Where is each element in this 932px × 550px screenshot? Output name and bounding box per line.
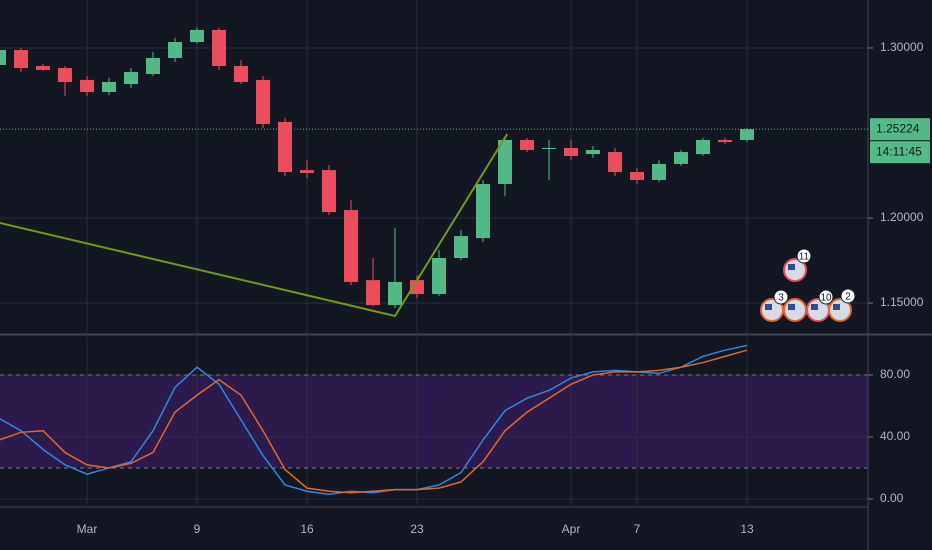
y-tick-label: 0.00 bbox=[880, 491, 904, 505]
y-tick-label: 1.30000 bbox=[880, 40, 924, 54]
candle-body bbox=[322, 170, 337, 213]
candle-body bbox=[124, 71, 139, 85]
x-tick-label: 23 bbox=[410, 522, 424, 536]
candle-body bbox=[564, 147, 579, 156]
candle-body bbox=[146, 57, 161, 74]
candle-body bbox=[234, 65, 249, 82]
candle-body bbox=[718, 139, 733, 143]
candle-body bbox=[432, 257, 447, 295]
candle-body bbox=[388, 281, 403, 306]
y-tick-label: 1.20000 bbox=[880, 210, 924, 224]
y-tick-label: 80.00 bbox=[880, 367, 910, 381]
countdown-box bbox=[870, 141, 930, 164]
candle-body bbox=[212, 29, 227, 66]
event-badge bbox=[840, 288, 856, 304]
countdown-label: 14:11:45 bbox=[876, 144, 922, 158]
candle-body bbox=[476, 184, 491, 239]
event-flag-stripe bbox=[765, 304, 772, 310]
event-badge bbox=[796, 248, 812, 264]
event-flag-stripe bbox=[788, 304, 795, 310]
candle-body bbox=[80, 79, 95, 93]
x-tick-label: 9 bbox=[194, 522, 201, 536]
candle-body bbox=[498, 139, 513, 185]
event-badge bbox=[818, 289, 834, 305]
candle-body bbox=[256, 79, 271, 124]
x-tick-label: Mar bbox=[77, 522, 98, 536]
candle-body bbox=[410, 280, 425, 295]
candle-body bbox=[344, 210, 359, 282]
event-count: 3 bbox=[778, 293, 784, 304]
event-count: 11 bbox=[799, 252, 810, 263]
candle-body bbox=[740, 129, 755, 140]
event-count: 10 bbox=[820, 293, 832, 304]
last-price-label: 1.25224 bbox=[876, 121, 920, 135]
candle-body bbox=[14, 50, 29, 69]
candle-body bbox=[630, 171, 645, 180]
candle-body bbox=[190, 29, 205, 43]
candle-body bbox=[278, 121, 293, 172]
candle-body bbox=[168, 42, 183, 58]
candle-body bbox=[366, 280, 381, 306]
candle-body bbox=[300, 170, 315, 173]
y-tick-label: 40.00 bbox=[880, 429, 910, 443]
candle-body bbox=[674, 152, 689, 164]
indicator-line bbox=[0, 349, 748, 494]
x-tick-label: 13 bbox=[740, 522, 754, 536]
event-flag-stripe bbox=[811, 304, 818, 310]
candle-body bbox=[608, 152, 623, 172]
event-count: 2 bbox=[845, 292, 851, 303]
candle-body bbox=[0, 50, 7, 65]
trend-line bbox=[0, 133, 509, 318]
candle-body bbox=[454, 236, 469, 258]
candle-body bbox=[696, 139, 711, 155]
indicator-line bbox=[0, 344, 748, 496]
x-tick-label: 7 bbox=[634, 522, 641, 536]
overbought-band bbox=[0, 374, 868, 468]
candle-body bbox=[520, 139, 535, 151]
event-flag-stripe bbox=[788, 264, 795, 270]
x-tick-label: Apr bbox=[562, 522, 581, 536]
x-tick-label: 16 bbox=[300, 522, 314, 536]
candle-body bbox=[542, 147, 557, 149]
candle-body bbox=[36, 65, 51, 70]
candle-body bbox=[58, 68, 73, 82]
candle-body bbox=[586, 150, 601, 155]
last-price-box bbox=[870, 118, 930, 141]
event-flag-stripe bbox=[833, 304, 840, 310]
event-badge bbox=[773, 289, 789, 305]
candle-body bbox=[652, 163, 667, 180]
y-tick-label: 1.15000 bbox=[880, 295, 924, 309]
candle-body bbox=[102, 81, 117, 93]
